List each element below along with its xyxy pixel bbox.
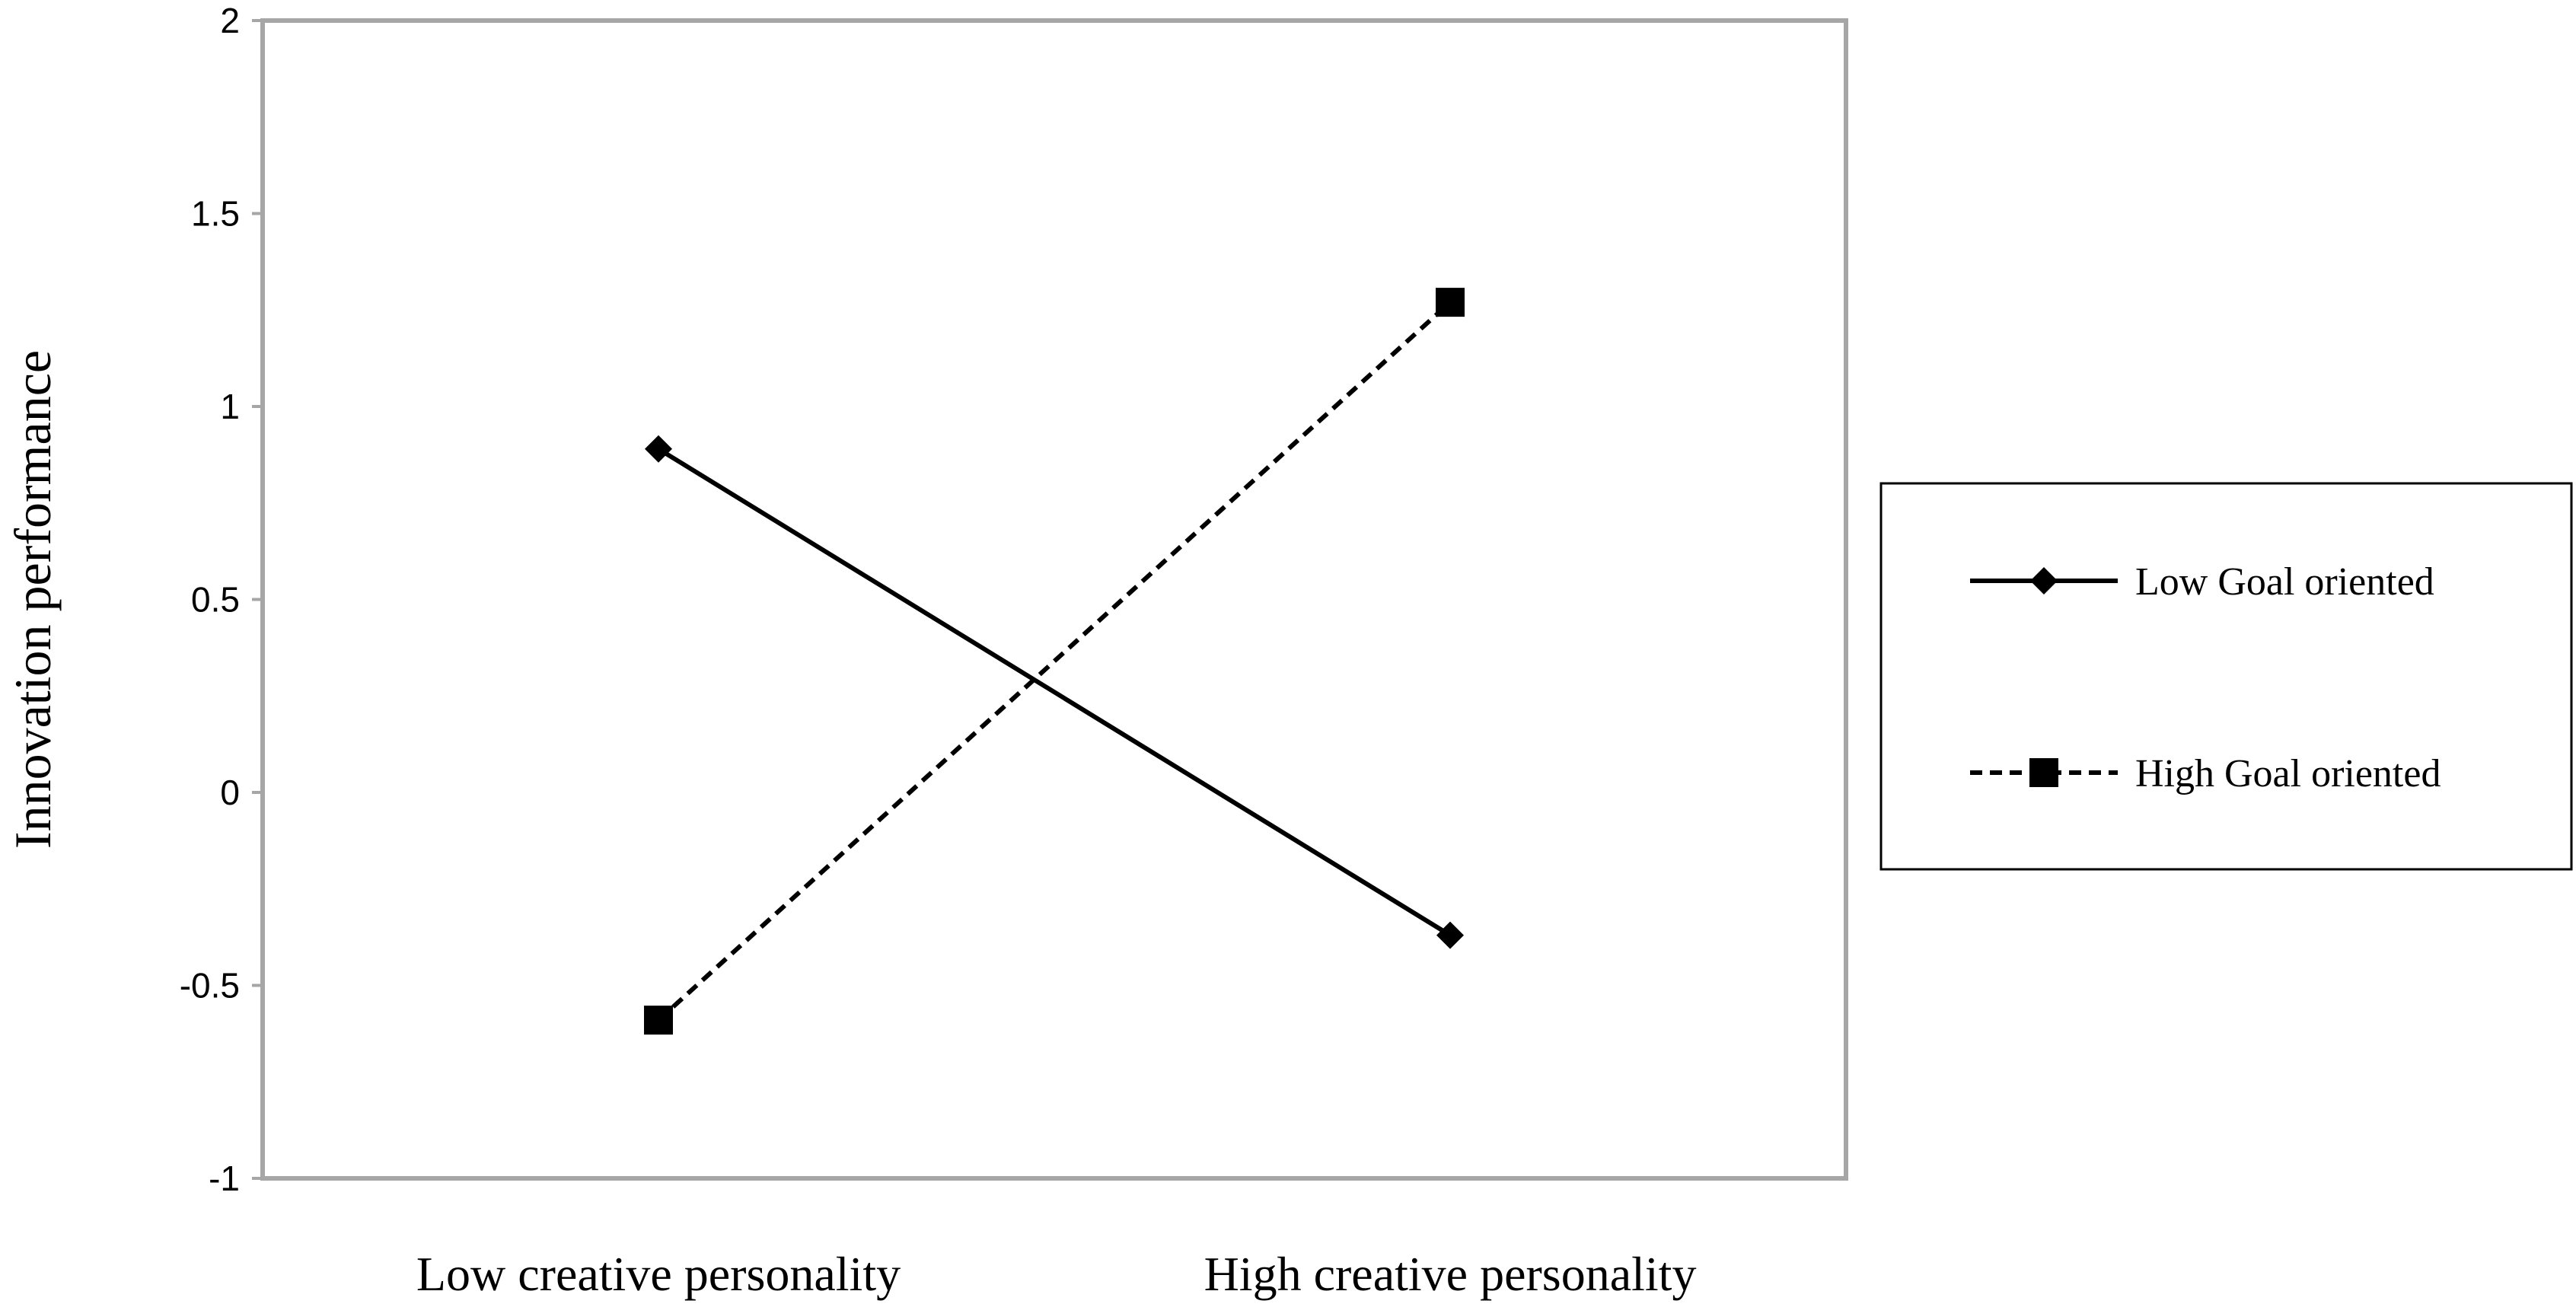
y-tick-label: 0 <box>220 773 240 812</box>
legend-label: High Goal oriented <box>2135 752 2441 795</box>
y-tick-label: -0.5 <box>180 966 240 1006</box>
x-category-label: High creative personality <box>1204 1247 1697 1301</box>
y-axis-title: Innovation performance <box>4 350 62 849</box>
series-line <box>657 447 1452 938</box>
x-category-label: Low creative personality <box>416 1247 901 1301</box>
y-tick-label: -1 <box>209 1159 240 1198</box>
legend-marker <box>2030 567 2058 595</box>
data-point <box>644 1006 673 1035</box>
data-point <box>1436 921 1464 949</box>
y-tick-label: 0.5 <box>191 580 240 620</box>
y-tick-label: 2 <box>220 1 240 40</box>
y-tick-label: 1 <box>220 387 240 426</box>
legend-marker <box>2029 758 2058 787</box>
legend-box <box>1879 482 2573 871</box>
series-line <box>656 300 1452 1022</box>
plot-area-frame <box>260 18 1848 1181</box>
data-point <box>1436 288 1465 317</box>
data-point <box>645 435 672 463</box>
legend-label: Low Goal oriented <box>2135 560 2434 604</box>
y-tick-label: 1.5 <box>191 194 240 234</box>
